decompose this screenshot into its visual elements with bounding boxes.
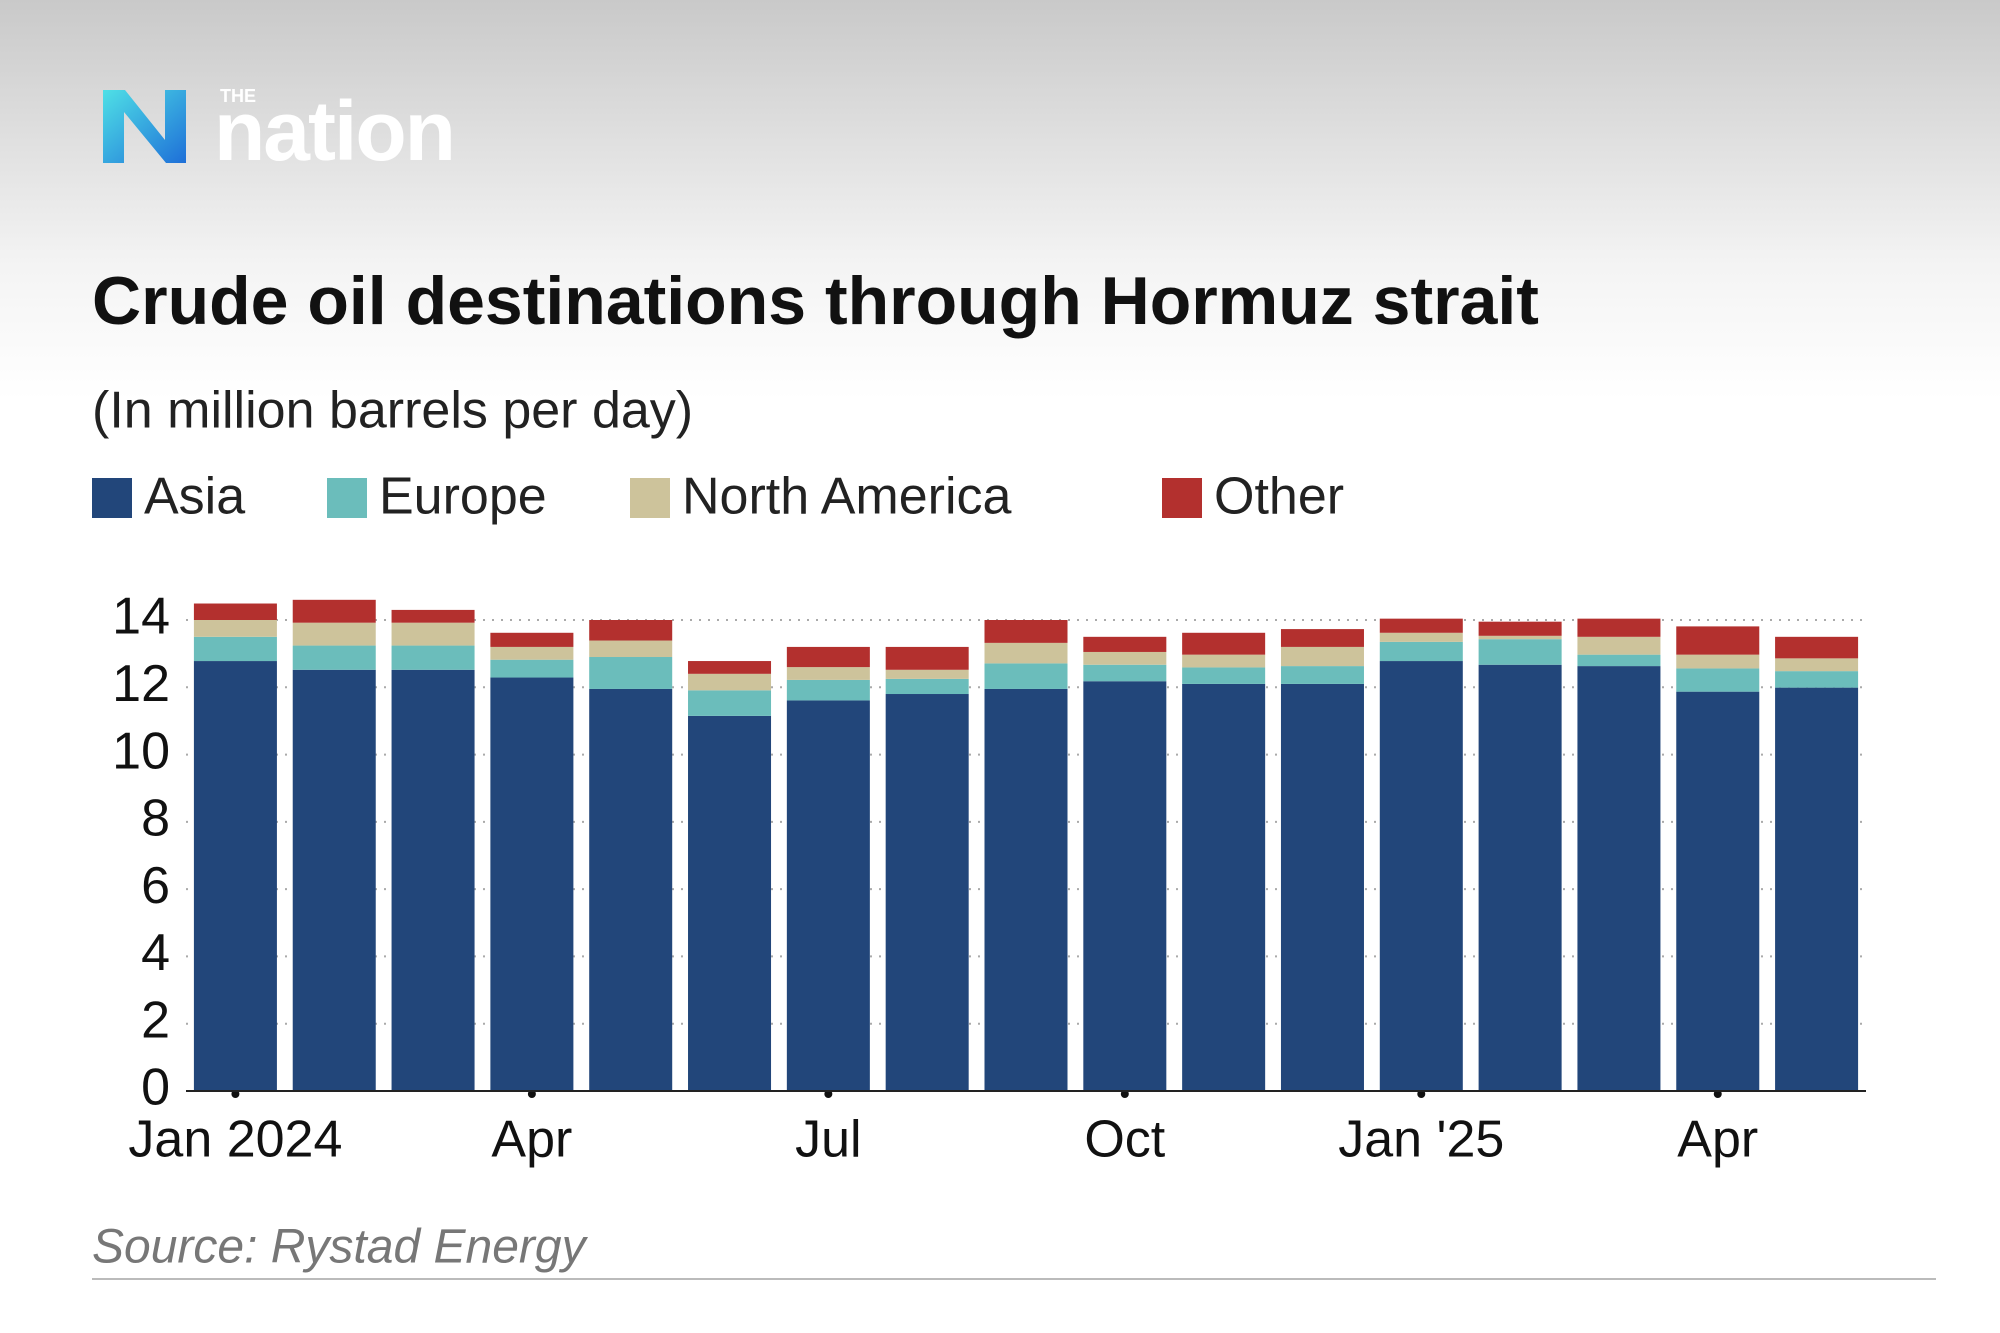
x-tick-label: Jan '25: [1338, 1111, 1504, 1169]
bar-segment: [193, 636, 277, 662]
bar-segment: [1083, 664, 1167, 682]
bar-segment: [1676, 654, 1760, 669]
bar-segment: [1379, 632, 1463, 642]
bar-segment: [589, 688, 673, 1091]
bar-segment: [1775, 636, 1859, 659]
legend-swatch: [1162, 478, 1202, 518]
chart: Asia Europe North America Other 0 2 4 6 8 10 12 14 J…: [92, 468, 1866, 1169]
bar-segment: [1577, 654, 1661, 667]
bar-segment: [391, 622, 475, 646]
bar-segment: [1379, 661, 1463, 1091]
bar-segment: [1577, 618, 1661, 637]
source: Source: Rystad Energy: [92, 1221, 589, 1274]
bar-segment: [1280, 683, 1364, 1091]
y-tick-label: 14: [112, 588, 170, 646]
y-tick-label: 10: [112, 722, 170, 780]
bar-segment: [1182, 683, 1266, 1091]
bar-segment: [490, 677, 574, 1091]
y-tick-label: 12: [112, 655, 170, 713]
bar-segment: [490, 646, 574, 660]
bar-segment: [193, 620, 277, 637]
bar-segment: [292, 622, 376, 646]
bar-segment: [688, 673, 772, 691]
x-tick-label: Jan 2024: [128, 1111, 342, 1169]
bar-segment: [1280, 666, 1364, 684]
bar-segment: [1478, 639, 1562, 665]
bar-segment: [1478, 635, 1562, 640]
bar-segment: [1775, 658, 1859, 672]
bar-segment: [1676, 626, 1760, 655]
x-tick-label: Apr: [491, 1111, 572, 1169]
bar-segment: [1577, 666, 1661, 1091]
bar-segment: [589, 620, 673, 641]
legend-label: Other: [1214, 468, 1344, 526]
bar-segment: [292, 645, 376, 670]
legend-label: Europe: [379, 468, 547, 526]
legend-label: Asia: [144, 468, 245, 526]
bar-segment: [1083, 651, 1167, 665]
x-tick-label: Oct: [1084, 1111, 1165, 1169]
bar-segment: [490, 632, 574, 647]
bar-segment: [1083, 636, 1167, 652]
bar-segment: [391, 669, 475, 1091]
x-tick-label: Jul: [795, 1111, 861, 1169]
chart-title: Crude oil destinations through Hormuz st…: [92, 263, 1539, 339]
bar-segment: [885, 669, 969, 679]
y-tick-label: 0: [141, 1059, 170, 1117]
bar-segment: [688, 661, 772, 674]
bar-segment: [1182, 632, 1266, 655]
bar-segment: [1577, 636, 1661, 655]
bar-segment: [984, 620, 1068, 643]
bar-segment: [984, 642, 1068, 664]
legend-swatch: [327, 478, 367, 518]
bar-segment: [786, 679, 870, 701]
bar-segment: [1182, 654, 1266, 668]
bar-segment: [1478, 621, 1562, 636]
bar-segment: [292, 669, 376, 1091]
bar-segment: [1280, 646, 1364, 667]
x-tick-label: Apr: [1677, 1111, 1758, 1169]
bar-segment: [1676, 668, 1760, 692]
bar-segment: [589, 640, 673, 658]
bar-segment: [885, 678, 969, 695]
logo-name: nation: [214, 84, 454, 178]
bar-segment: [1478, 664, 1562, 1091]
bar-segment: [688, 715, 772, 1091]
bar-segment: [589, 657, 673, 689]
bar-segment: [193, 603, 277, 620]
bar-segment: [984, 663, 1068, 689]
bar-segment: [1083, 681, 1167, 1091]
bar-segment: [292, 599, 376, 623]
bar-segment: [1676, 691, 1760, 1091]
bar-segment: [1775, 671, 1859, 688]
bar-segment: [1182, 667, 1266, 684]
bar-segment: [786, 646, 870, 668]
bar-segment: [1379, 641, 1463, 662]
y-tick-label: 6: [141, 857, 170, 915]
bar-segment: [786, 700, 870, 1091]
bar-segment: [391, 609, 475, 623]
bar-segment: [1775, 687, 1859, 1091]
bar-segment: [1280, 629, 1364, 647]
bar-segment: [391, 645, 475, 670]
y-tick-label: 8: [141, 790, 170, 848]
bar-segment: [490, 659, 574, 678]
logo: THE nation: [103, 84, 456, 178]
y-tick-label: 2: [141, 991, 170, 1049]
bar-segment: [1379, 618, 1463, 633]
logo-icon: [103, 90, 186, 163]
legend-swatch: [92, 478, 132, 518]
logo-small: THE: [220, 86, 256, 106]
chart-subtitle: (In million barrels per day): [92, 382, 693, 440]
y-tick-label: 4: [141, 924, 170, 982]
legend-swatch: [630, 478, 670, 518]
bar-segment: [688, 690, 772, 716]
bar-segment: [984, 688, 1068, 1091]
bar-segment: [885, 694, 969, 1091]
bar-segment: [193, 661, 277, 1091]
bar-segment: [786, 667, 870, 680]
bar-segment: [885, 646, 969, 670]
legend-label: North America: [682, 468, 1012, 526]
